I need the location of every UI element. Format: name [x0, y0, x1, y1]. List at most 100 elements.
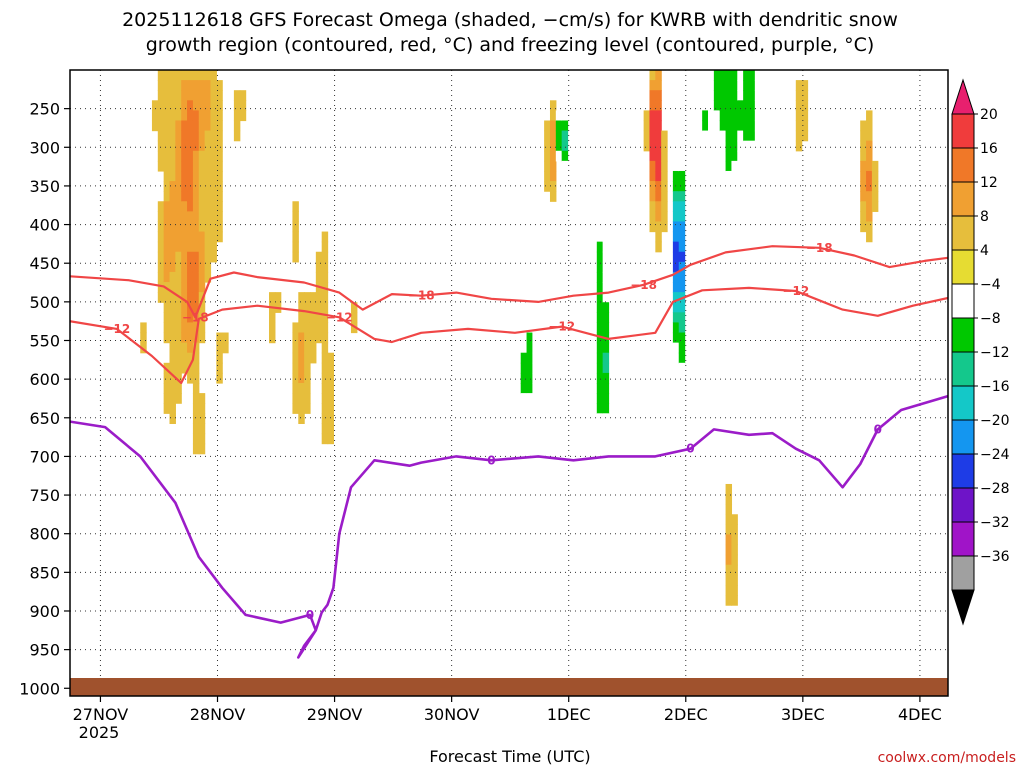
- omega-cell: [708, 110, 715, 122]
- omega-cell: [99, 312, 106, 324]
- omega-cell: [860, 120, 867, 132]
- omega-cell: [181, 160, 188, 172]
- omega-cell: [754, 231, 762, 243]
- omega-cell: [743, 160, 750, 172]
- omega-cell: [737, 130, 744, 142]
- omega-cell: [175, 70, 182, 81]
- omega-cell: [204, 211, 212, 223]
- omega-cell: [157, 160, 165, 172]
- omega-cell: [304, 342, 311, 354]
- omega-cell: [204, 130, 212, 142]
- colorbar-label: −28: [980, 481, 1010, 497]
- omega-cell: [175, 181, 182, 192]
- omega-cell: [596, 383, 604, 394]
- omega-cell: [602, 352, 610, 364]
- omega-cell: [731, 534, 738, 546]
- omega-cell: [561, 170, 569, 182]
- omega-cell: [105, 342, 112, 354]
- omega-cell: [181, 191, 188, 202]
- omega-cell: [555, 120, 563, 132]
- omega-cell: [661, 140, 668, 152]
- omega-cell: [210, 221, 217, 233]
- colorbar-label: −24: [980, 447, 1010, 463]
- omega-cell: [192, 342, 200, 354]
- omega-cell: [87, 302, 95, 313]
- omega-cell: [169, 100, 176, 111]
- omega-cell: [298, 413, 305, 424]
- omega-cell: [731, 160, 738, 172]
- omega-cell: [725, 90, 733, 101]
- x-tick-label: 29NOV: [307, 705, 363, 724]
- omega-cell: [795, 100, 803, 111]
- colorbar-label: −32: [980, 515, 1010, 531]
- omega-cell: [350, 312, 358, 324]
- omega-cell: [204, 261, 212, 273]
- omega-cell: [602, 443, 610, 455]
- colorbar-label: 8: [980, 209, 989, 225]
- omega-cell: [327, 393, 334, 404]
- omega-cell: [532, 494, 539, 505]
- omega-cell: [754, 120, 762, 132]
- omega-cell: [544, 140, 551, 152]
- omega-cell: [795, 120, 803, 132]
- omega-cell: [105, 393, 112, 404]
- omega-cell: [169, 120, 176, 132]
- omega-cell: [713, 120, 721, 132]
- omega-cell: [549, 170, 557, 182]
- omega-cell: [181, 292, 188, 303]
- omega-cell: [292, 251, 299, 263]
- omega-cell: [157, 140, 165, 152]
- omega-cell: [298, 292, 305, 303]
- omega-cell: [678, 362, 686, 374]
- omega-cell: [860, 211, 867, 223]
- omega-cell: [549, 120, 557, 132]
- omega-cell: [655, 130, 662, 142]
- omega-cell: [696, 170, 703, 182]
- omega-cell: [866, 181, 873, 192]
- contour-line: [70, 394, 948, 659]
- omega-cell: [737, 170, 744, 182]
- omega-cell: [672, 261, 680, 273]
- omega-cell: [696, 90, 703, 101]
- y-tick-label: 900: [29, 602, 60, 621]
- omega-cell: [731, 110, 738, 122]
- omega-cell: [860, 191, 867, 202]
- omega-cell: [532, 433, 539, 445]
- omega-cell: [678, 403, 686, 414]
- omega-cell: [269, 312, 276, 324]
- omega-cell: [187, 271, 194, 283]
- omega-cell: [596, 352, 604, 364]
- omega-cell: [187, 282, 194, 293]
- omega-cell: [725, 181, 733, 192]
- omega-cell: [520, 312, 528, 324]
- omega-cell: [544, 160, 551, 172]
- omega-cell: [321, 251, 329, 263]
- omega-cell: [175, 312, 182, 324]
- omega-cell: [198, 191, 206, 202]
- omega-cell: [298, 312, 305, 324]
- omega-cell: [163, 110, 171, 122]
- omega-cell: [163, 241, 171, 253]
- omega-cell: [725, 524, 733, 536]
- omega-cell: [520, 413, 528, 424]
- omega-cell: [175, 302, 182, 313]
- omega-cell: [725, 100, 733, 111]
- colorbar-segment: [951, 181, 975, 217]
- omega-cell: [649, 211, 656, 223]
- omega-cell: [187, 231, 194, 243]
- omega-cell: [725, 120, 733, 132]
- omega-cell: [292, 362, 299, 374]
- omega-cell: [169, 191, 176, 202]
- omega-cell: [719, 170, 727, 182]
- omega-cell: [731, 574, 738, 586]
- omega-cell: [233, 130, 241, 142]
- chart-title-line1: 2025112618 GFS Forecast Omega (shaded, −…: [122, 9, 898, 31]
- omega-cell: [81, 342, 89, 354]
- y-tick-label: 750: [29, 486, 60, 505]
- omega-cell: [198, 70, 206, 81]
- omega-cell: [239, 110, 247, 122]
- omega-cell: [175, 352, 182, 364]
- omega-cell: [216, 332, 223, 344]
- omega-cell: [169, 231, 176, 243]
